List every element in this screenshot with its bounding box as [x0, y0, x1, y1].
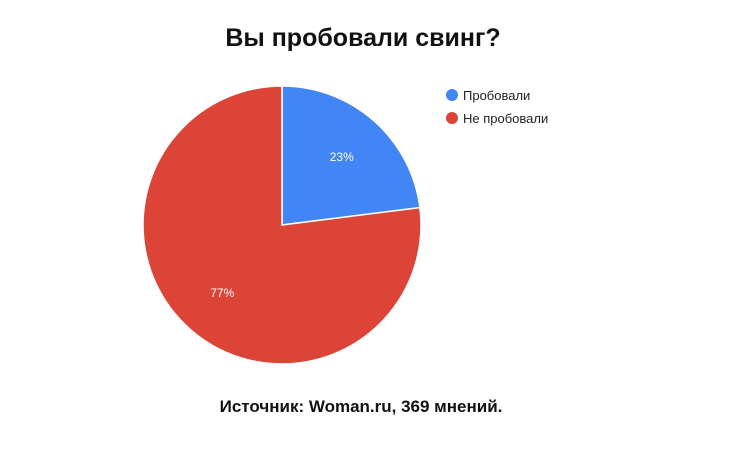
pie-slice-tried — [281, 85, 421, 226]
legend-item-not-tried: Не пробовали — [446, 107, 548, 129]
data-label-tried: 23% — [330, 150, 354, 164]
data-label-not-tried: 77% — [210, 286, 234, 300]
legend-label-tried: Пробовали — [463, 87, 531, 103]
legend-label-not-tried: Не пробовали — [463, 110, 549, 126]
legend-swatch-not-tried — [446, 112, 458, 124]
chart-title: Вы пробовали свинг? — [225, 24, 501, 52]
pie-slice-not-tried — [142, 85, 422, 365]
legend: Пробовали Не пробовали — [446, 84, 548, 130]
legend-swatch-tried — [446, 89, 458, 101]
legend-item-tried: Пробовали — [446, 84, 548, 106]
source-note: Источник: Woman.ru, 369 мнений. — [219, 397, 503, 416]
